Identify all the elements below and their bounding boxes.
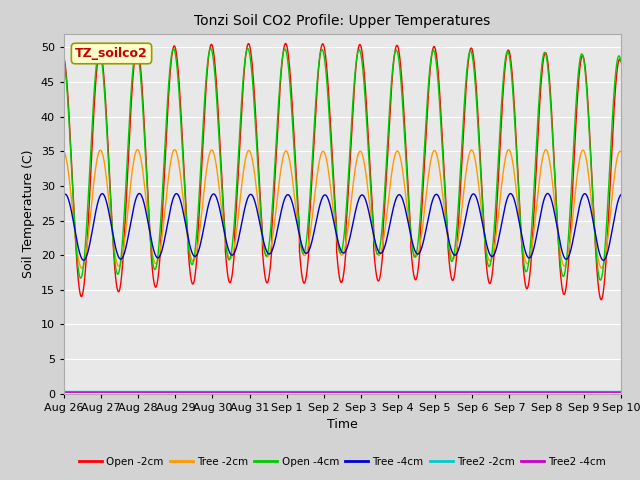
Y-axis label: Soil Temperature (C): Soil Temperature (C): [22, 149, 35, 278]
Tree2 -2cm: [216, 389, 223, 395]
Tree -4cm: [564, 255, 572, 261]
Tree -2cm: [617, 149, 625, 155]
Tree -4cm: [617, 192, 625, 198]
Tree -4cm: [216, 206, 223, 212]
Text: TZ_soilco2: TZ_soilco2: [75, 47, 148, 60]
Tree2 -4cm: [564, 389, 572, 395]
Open -2cm: [179, 154, 187, 159]
Tree -2cm: [407, 235, 415, 240]
Open -4cm: [216, 147, 223, 153]
Tree -4cm: [617, 192, 625, 198]
Tree -2cm: [617, 149, 625, 155]
Tree2 -2cm: [60, 389, 68, 395]
Open -2cm: [617, 59, 625, 64]
Line: Tree -2cm: Tree -2cm: [64, 150, 621, 268]
Tree -2cm: [60, 149, 68, 155]
Open -4cm: [397, 77, 404, 83]
Open -2cm: [597, 297, 605, 302]
Tree2 -2cm: [179, 389, 187, 395]
Tree -2cm: [78, 265, 86, 271]
Line: Open -2cm: Open -2cm: [64, 44, 621, 300]
Tree2 -2cm: [616, 389, 624, 395]
X-axis label: Time: Time: [327, 418, 358, 431]
Tree2 -4cm: [617, 389, 625, 395]
Open -2cm: [216, 132, 223, 138]
Open -4cm: [564, 240, 572, 245]
Tree -4cm: [397, 193, 404, 199]
Tree -4cm: [600, 257, 607, 263]
Open -4cm: [596, 277, 604, 283]
Title: Tonzi Soil CO2 Profile: Upper Temperatures: Tonzi Soil CO2 Profile: Upper Temperatur…: [195, 14, 490, 28]
Tree2 -4cm: [397, 389, 404, 395]
Open -2cm: [406, 225, 414, 230]
Tree -2cm: [397, 157, 404, 163]
Open -4cm: [617, 59, 625, 64]
Tree -2cm: [216, 191, 223, 196]
Tree2 -4cm: [216, 389, 223, 395]
Open -4cm: [617, 58, 625, 63]
Tree -4cm: [60, 192, 68, 198]
Tree -4cm: [406, 231, 414, 237]
Tree -2cm: [180, 200, 188, 206]
Tree -4cm: [180, 210, 188, 216]
Tree -4cm: [136, 191, 143, 196]
Tree2 -4cm: [60, 389, 68, 395]
Tree2 -4cm: [616, 389, 624, 395]
Tree -2cm: [564, 252, 572, 257]
Tree2 -4cm: [406, 389, 414, 395]
Open -2cm: [282, 41, 289, 47]
Tree2 -2cm: [564, 389, 572, 395]
Open -4cm: [179, 164, 187, 169]
Open -2cm: [60, 55, 68, 61]
Line: Tree -4cm: Tree -4cm: [64, 193, 621, 260]
Open -2cm: [564, 265, 572, 271]
Open -4cm: [60, 57, 68, 62]
Legend: Open -2cm, Tree -2cm, Open -4cm, Tree -4cm, Tree2 -2cm, Tree2 -4cm: Open -2cm, Tree -2cm, Open -4cm, Tree -4…: [75, 453, 610, 471]
Tree2 -2cm: [406, 389, 414, 395]
Tree2 -4cm: [179, 389, 187, 395]
Line: Open -4cm: Open -4cm: [64, 48, 621, 280]
Tree -2cm: [171, 147, 179, 153]
Open -4cm: [207, 46, 214, 51]
Open -2cm: [397, 65, 404, 71]
Tree2 -2cm: [397, 389, 404, 395]
Tree2 -2cm: [617, 389, 625, 395]
Open -4cm: [406, 228, 414, 234]
Open -2cm: [617, 58, 625, 64]
